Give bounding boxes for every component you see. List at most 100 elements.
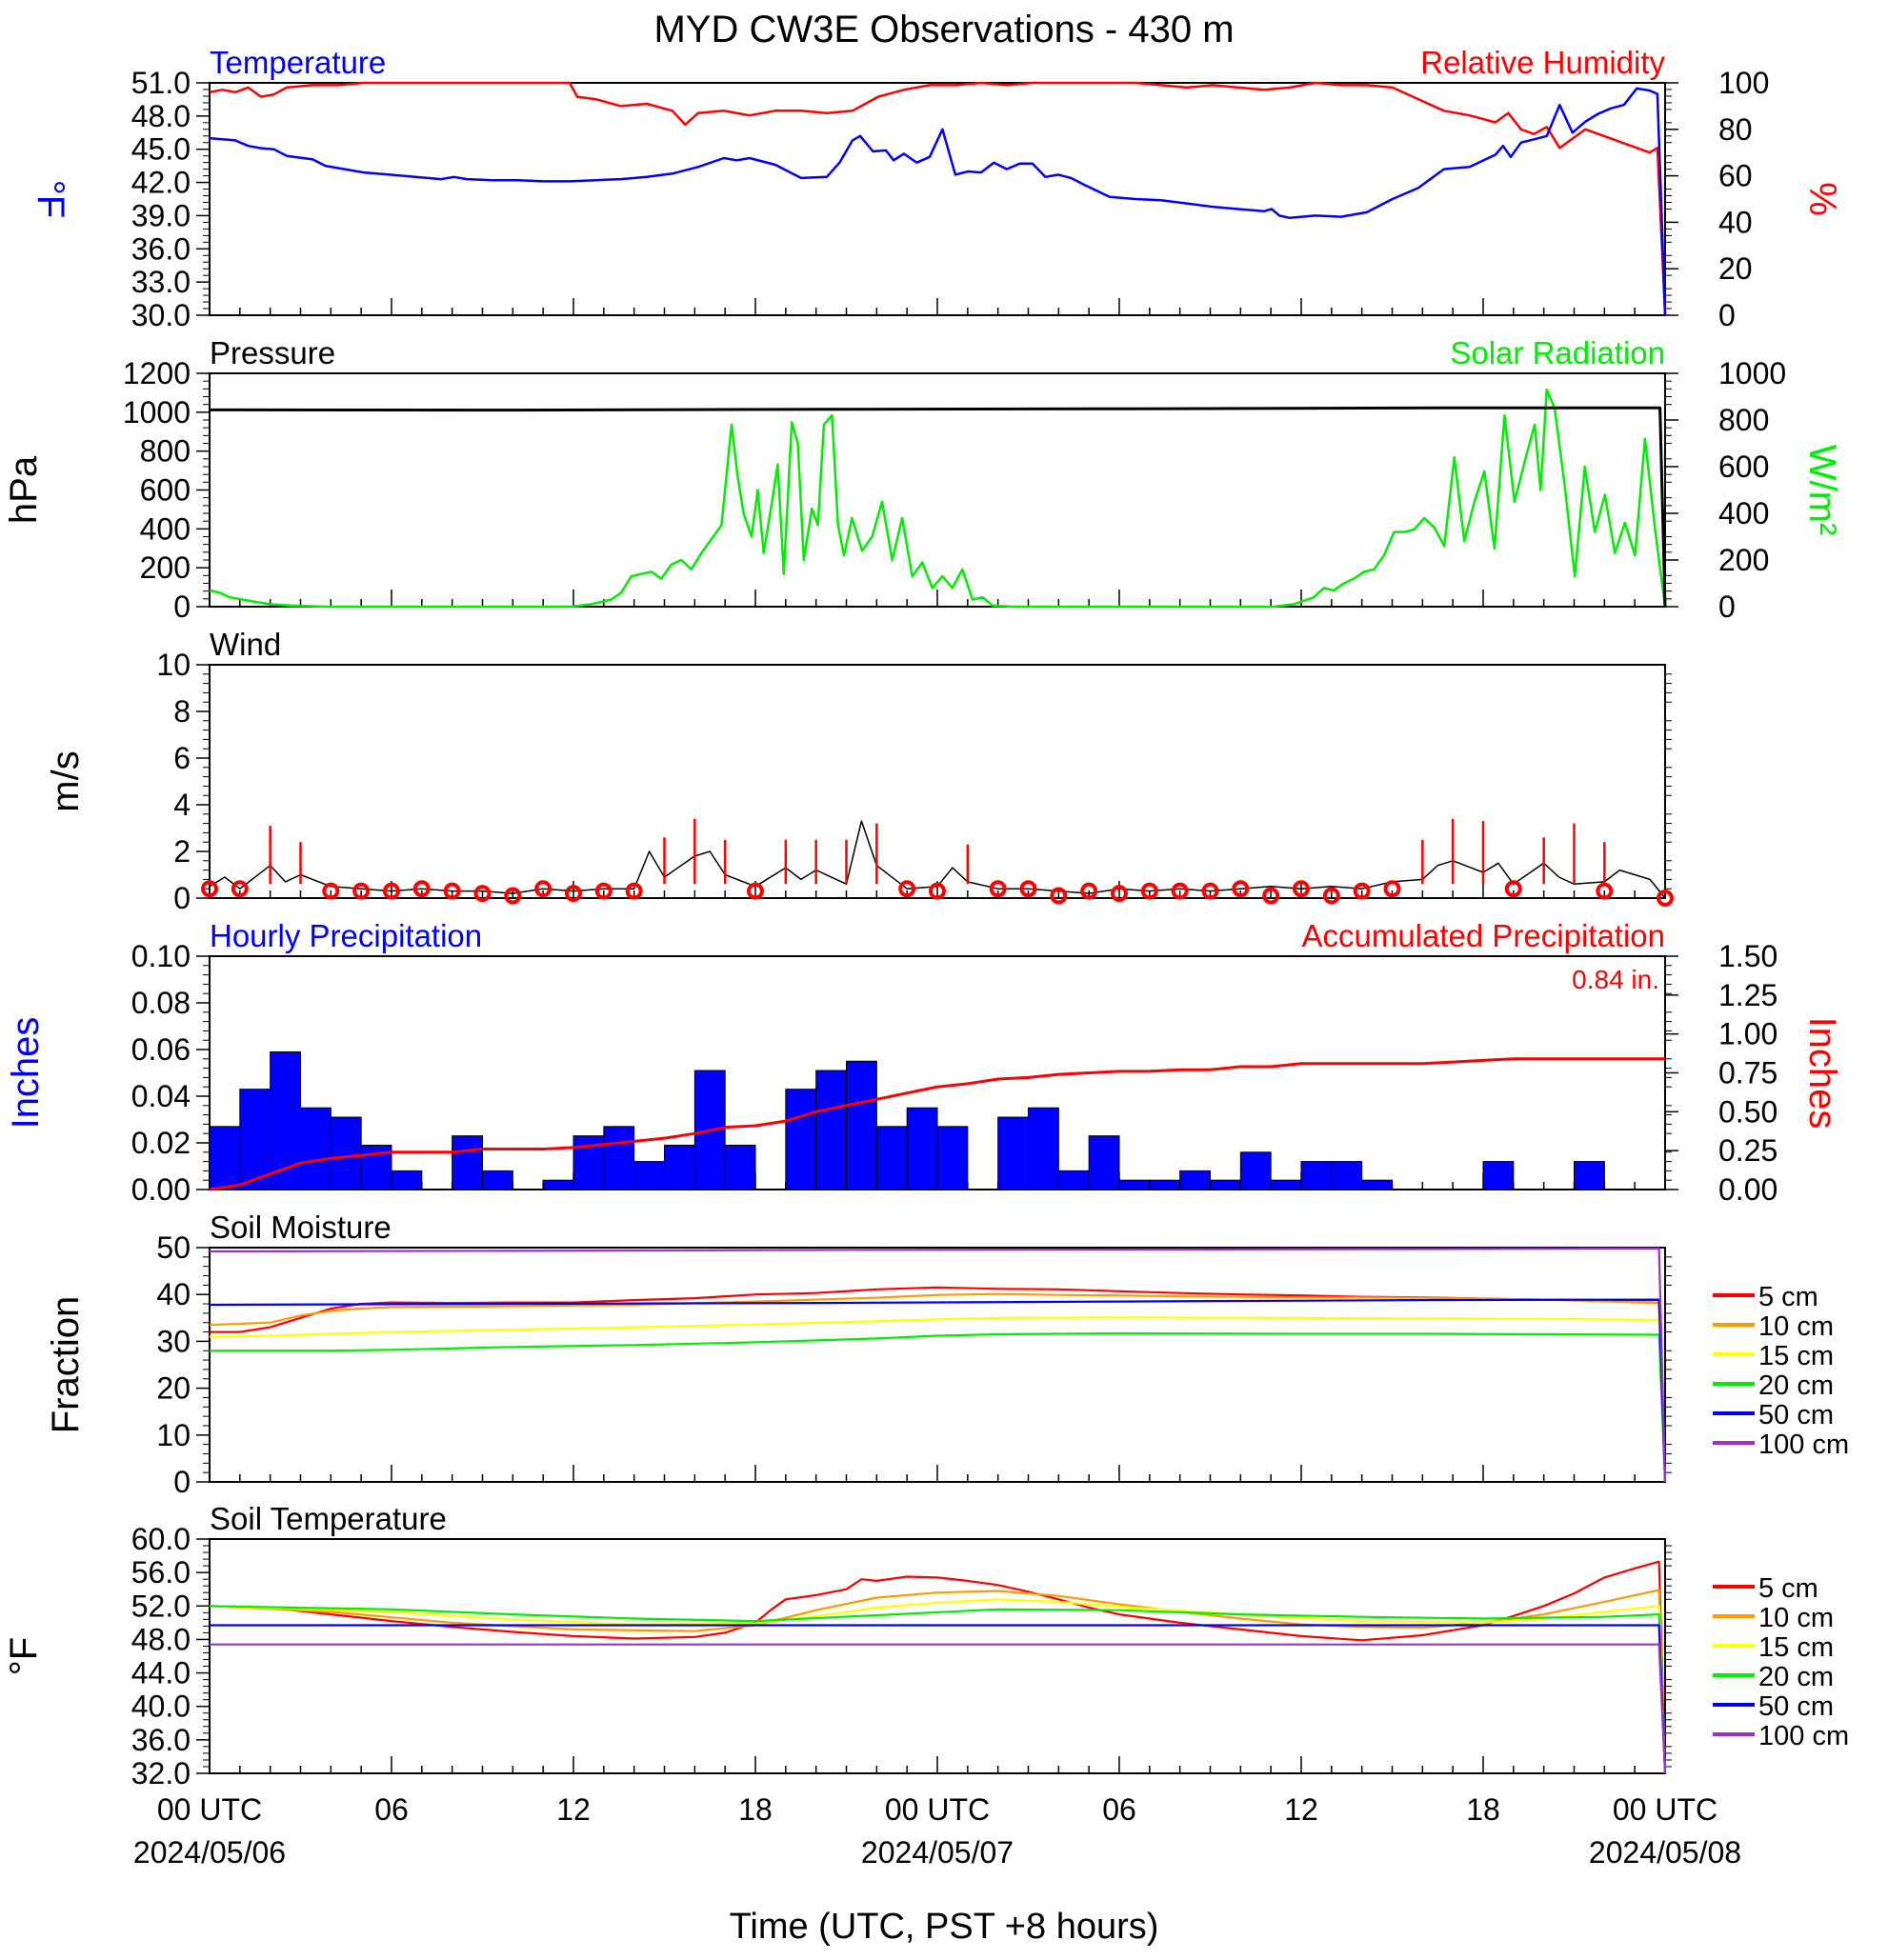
y-tick-label-left: 20 — [156, 1371, 191, 1406]
x-tick-label: 06 — [374, 1792, 409, 1827]
series-line-20-cm — [210, 1331, 1667, 1483]
calm-marker — [1111, 885, 1128, 903]
series-line-relative-humidity — [209, 81, 1667, 316]
x-tick-label: 18 — [738, 1792, 773, 1827]
panel-title-accumulated-precipitation: Accumulated Precipitation — [1301, 918, 1665, 953]
y-tick-label-right: 0.00 — [1718, 1172, 1778, 1207]
accumulated-total-label: 0.84 in. — [1572, 965, 1659, 994]
legend-entry: 10 cm — [1758, 1603, 1834, 1633]
y-tick-label-right: 600 — [1718, 450, 1769, 484]
calm-marker — [1293, 880, 1310, 898]
precip-bar — [1482, 1161, 1515, 1190]
series-line-100-cm — [210, 1643, 1667, 1774]
y-tick-label-left: 1000 — [123, 395, 191, 430]
y-tick-label-left: 0.10 — [131, 939, 191, 973]
precip-bar — [209, 1126, 241, 1190]
y-tick-label-left: 39.0 — [131, 198, 191, 232]
calm-marker — [1080, 882, 1098, 900]
calm-marker — [1504, 880, 1522, 898]
calm-marker — [594, 882, 613, 900]
y-tick-label-left: 44.0 — [131, 1656, 191, 1690]
precip-bar — [330, 1116, 362, 1190]
series-line-15-cm — [209, 1316, 1667, 1483]
series-line-solar-radiation — [209, 388, 1667, 609]
panel-title-solar-radiation: Solar Radiation — [1450, 335, 1665, 370]
y-tick-label-left: 0 — [173, 1465, 191, 1499]
y-tick-label-left: 0.06 — [131, 1032, 191, 1067]
calm-marker — [534, 880, 552, 898]
y-label-relative-humidity: % — [1801, 182, 1843, 216]
precip-bar — [1239, 1151, 1272, 1190]
series-line-temperature — [209, 87, 1667, 316]
panel-title-relative-humidity: Relative Humidity — [1420, 45, 1665, 80]
y-label-accumulated-precipitation: Inches — [1801, 1017, 1843, 1130]
legend-entry: 100 cm — [1758, 1430, 1849, 1460]
y-label-hourly-precipitation: Inches — [5, 1017, 47, 1130]
precip-bar — [1270, 1179, 1302, 1190]
panel-title-hourly-precipitation: Hourly Precipitation — [210, 918, 482, 953]
calm-marker — [1353, 882, 1371, 900]
precip-bar — [239, 1089, 271, 1190]
legend-entry: 20 cm — [1758, 1662, 1834, 1692]
precip-bar — [815, 1070, 848, 1190]
calm-marker — [504, 887, 522, 905]
y-tick-label-left: 0.08 — [131, 986, 191, 1020]
precip-bar — [846, 1060, 877, 1190]
calm-marker — [1383, 880, 1401, 898]
panel-title-temperature: Temperature — [210, 45, 386, 80]
y-tick-label-left: 400 — [140, 511, 191, 546]
calm-marker — [898, 880, 916, 898]
precip-bar — [664, 1144, 695, 1190]
y-tick-label-left: 0.04 — [131, 1079, 191, 1113]
y-tick-label-left: 32.0 — [131, 1756, 191, 1790]
y-tick-label-right: 1.50 — [1718, 939, 1778, 973]
y-tick-label-right: 400 — [1718, 496, 1769, 530]
series-line-50-cm — [209, 1298, 1667, 1483]
y-tick-label-right: 0 — [1718, 298, 1736, 332]
series-line-20-cm — [209, 1605, 1667, 1774]
y-tick-label-right: 80 — [1718, 112, 1753, 147]
y-tick-label-left: 30.0 — [131, 298, 191, 332]
precip-bar — [936, 1126, 969, 1190]
precip-bar — [1574, 1161, 1605, 1190]
y-tick-label-right: 20 — [1718, 251, 1753, 286]
precip-bar — [785, 1089, 817, 1190]
panel-5-frame — [209, 1538, 1666, 1774]
precip-bar — [1300, 1161, 1333, 1190]
y-label-solar-radiation: W/m² — [1801, 445, 1843, 536]
y-tick-label-right: 1.00 — [1718, 1017, 1778, 1051]
calm-marker — [1657, 890, 1674, 907]
y-tick-label-right: 1.25 — [1718, 978, 1778, 1012]
y-label-pressure: hPa — [3, 455, 45, 524]
precip-bar — [1088, 1135, 1120, 1190]
y-tick-label-left: 36.0 — [131, 231, 191, 266]
y-tick-label-left: 800 — [140, 434, 191, 469]
precip-bar — [875, 1126, 908, 1190]
y-tick-label-left: 30 — [156, 1324, 191, 1358]
y-tick-label-right: 0.25 — [1718, 1133, 1778, 1168]
legend-entry: 20 cm — [1758, 1370, 1834, 1401]
y-tick-label-left: 6 — [173, 741, 191, 775]
y-tick-label-right: 0.75 — [1718, 1056, 1778, 1090]
series-line-pressure — [209, 406, 1667, 608]
precip-bar — [542, 1179, 574, 1190]
legend-entry: 15 cm — [1758, 1632, 1834, 1663]
precip-bar — [633, 1161, 666, 1190]
y-tick-label-left: 40.0 — [131, 1690, 191, 1724]
precip-bar — [1057, 1170, 1090, 1190]
y-tick-label-left: 10 — [156, 648, 191, 682]
series-line-50-cm — [210, 1624, 1667, 1774]
calm-marker — [383, 882, 400, 900]
calm-marker — [352, 882, 371, 900]
y-tick-label-right: 40 — [1718, 205, 1753, 239]
y-tick-label-left: 0 — [173, 590, 191, 624]
x-tick-label: 12 — [1284, 1792, 1318, 1827]
calm-marker — [412, 880, 431, 898]
precip-bar — [1179, 1170, 1211, 1190]
series-line-accumulated-precipitation — [209, 1057, 1665, 1191]
x-tick-date: 2024/05/07 — [861, 1835, 1014, 1870]
calm-marker — [1232, 880, 1250, 898]
calm-marker — [1140, 882, 1158, 900]
x-tick-label: 12 — [556, 1792, 591, 1827]
